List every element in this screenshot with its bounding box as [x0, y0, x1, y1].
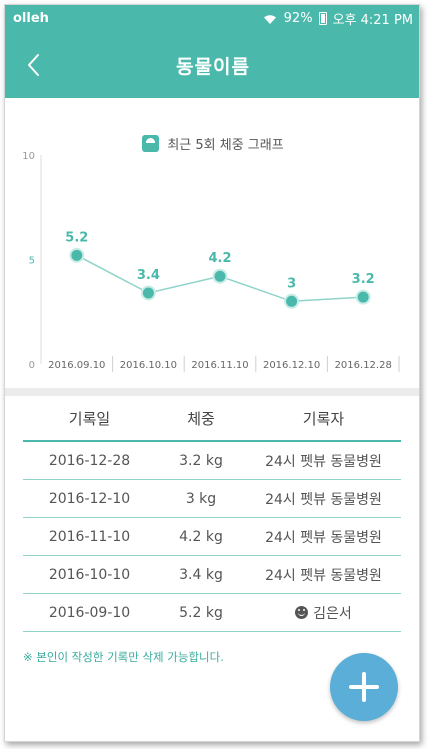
recorder-name: 24시 펫뷰 동물병원: [265, 453, 382, 470]
row-date: 2016-09-10: [48, 604, 131, 621]
data-point: [69, 247, 85, 263]
plus-icon: [349, 672, 379, 702]
weight-table: 기록일 체중 기록자 2016-12-28 3.2 kg 24시 펫뷰 동물병원…: [23, 396, 401, 632]
status-bar: olleh 92% 오후 4:21 PM: [5, 5, 419, 32]
battery-icon: [318, 12, 327, 25]
app-screen: olleh 92% 오후 4:21 PM 동물이름 최근 5회 체중 그래프 0…: [4, 4, 420, 742]
table-row[interactable]: 2016-12-28 3.2 kg 24시 펫뷰 동물병원: [23, 442, 401, 480]
y-tick-label: 5: [29, 256, 35, 267]
x-tick-label: 2016.11.10: [191, 360, 248, 371]
chart-title: 최근 5회 체중 그래프: [167, 138, 284, 153]
data-point: [284, 293, 300, 309]
row-weight: 3.2 kg: [179, 452, 223, 469]
header-date: 기록일: [68, 409, 111, 428]
back-button[interactable]: [15, 46, 51, 84]
scale-icon: [142, 135, 160, 152]
y-tick-label: 10: [22, 151, 35, 162]
header-weight: 체중: [187, 409, 215, 428]
row-date: 2016-11-10: [48, 528, 131, 545]
carrier-label: olleh: [13, 11, 49, 26]
row-weight: 3 kg: [185, 490, 217, 507]
row-weight: 4.2 kg: [179, 528, 223, 545]
table-row[interactable]: 2016-09-10 5.2 kg 김은서: [23, 594, 401, 632]
chevron-left-icon: [28, 54, 39, 76]
data-label: 5.2: [65, 230, 88, 245]
row-recorder: 김은서: [246, 603, 401, 623]
header-recorder: 기록자: [302, 409, 345, 428]
x-tick-label: 2016.10.10: [120, 360, 177, 371]
recorder-name: 24시 펫뷰 동물병원: [265, 491, 382, 508]
row-recorder: 24시 펫뷰 동물병원: [246, 489, 401, 509]
data-label: 4.2: [208, 251, 231, 266]
row-recorder: 24시 펫뷰 동물병원: [246, 565, 401, 585]
page-title: 동물이름: [176, 55, 250, 78]
row-date: 2016-12-28: [48, 452, 131, 469]
table-row[interactable]: 2016-12-10 3 kg 24시 펫뷰 동물병원: [23, 480, 401, 518]
status-right: 92% 오후 4:21 PM: [262, 9, 413, 28]
chart-legend: 최근 5회 체중 그래프: [5, 134, 419, 153]
data-label: 3: [287, 276, 296, 291]
table-header: 기록일 체중 기록자: [23, 396, 401, 442]
x-tick-label: 2016.12.10: [263, 360, 320, 371]
row-recorder: 24시 펫뷰 동물병원: [246, 527, 401, 547]
table-row[interactable]: 2016-11-10 4.2 kg 24시 펫뷰 동물병원: [23, 518, 401, 556]
data-label: 3.4: [137, 268, 160, 283]
recorder-name: 24시 펫뷰 동물병원: [265, 529, 382, 546]
row-weight: 5.2 kg: [179, 604, 223, 621]
data-label: 3.2: [352, 272, 375, 287]
x-tick-label: 2016.09.10: [48, 360, 105, 371]
recorder-name: 24시 펫뷰 동물병원: [265, 567, 382, 584]
data-point: [355, 289, 371, 305]
data-point: [140, 285, 156, 301]
battery-percent: 92%: [283, 11, 313, 26]
x-tick-label: 2016.12.28: [335, 360, 392, 371]
smile-icon: [295, 606, 309, 619]
row-weight: 3.4 kg: [179, 566, 223, 583]
chart-canvas: 0 5 10 2016.09.10 2016.10.10 2016.11.10 2016.1…: [22, 151, 400, 372]
app-bar: 동물이름: [5, 32, 419, 98]
row-date: 2016-12-10: [48, 490, 131, 507]
delete-notice: ※ 본인이 작성한 기록만 삭제 가능합니다.: [23, 650, 224, 664]
table-row[interactable]: 2016-10-10 3.4 kg 24시 펫뷰 동물병원: [23, 556, 401, 594]
row-date: 2016-10-10: [48, 566, 131, 583]
row-recorder: 24시 펫뷰 동물병원: [246, 451, 401, 471]
data-point: [212, 268, 228, 284]
wifi-icon: [263, 14, 276, 24]
section-divider: [5, 388, 419, 396]
weight-chart: 최근 5회 체중 그래프 0 5 10 2016.09.10 2016.10.10 201…: [5, 98, 419, 388]
add-record-button[interactable]: [330, 653, 398, 721]
recorder-name: 김은서: [313, 605, 352, 622]
clock: 오후 4:21 PM: [332, 13, 413, 28]
y-tick-label: 0: [29, 360, 35, 371]
